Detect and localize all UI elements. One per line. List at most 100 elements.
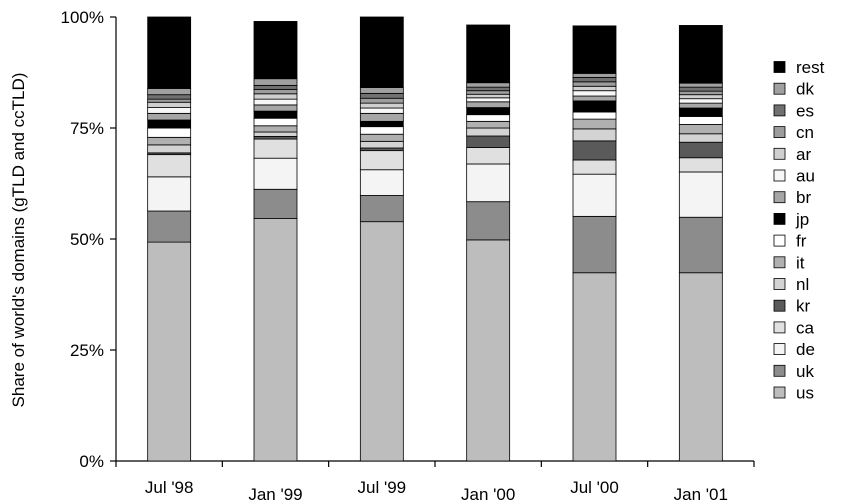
bar-segment-au: [466, 97, 511, 103]
bar-segment-au: [147, 107, 192, 114]
bar-segment-br: [572, 95, 617, 102]
legend-swatch: [773, 104, 786, 117]
legend-item: de: [773, 340, 815, 359]
bar-segment-jp: [253, 110, 298, 119]
bar-segment-kr: [466, 135, 511, 148]
bar-segment-nl: [253, 131, 298, 137]
bar-segment-br: [359, 112, 404, 122]
bar-segment-br: [466, 101, 511, 108]
bar-segment-kr: [678, 141, 723, 159]
legend-swatch: [773, 343, 786, 356]
bar-segment-nl: [359, 140, 404, 149]
bar-segment-ca: [572, 159, 617, 175]
legend-label: es: [796, 101, 814, 120]
bar-segment-rest: [359, 16, 404, 88]
bar-segment-us: [147, 241, 192, 462]
bar-segment-rest: [253, 21, 298, 80]
legend-item: kr: [773, 297, 811, 316]
legend-label: it: [796, 253, 805, 272]
legend-swatch: [773, 386, 786, 399]
bar-segment-uk: [253, 188, 298, 219]
y-axis: 0% 25% 50% 75% 100%: [61, 8, 117, 471]
legend-label: ca: [796, 318, 815, 337]
bar-segment-us: [572, 272, 617, 462]
bar-segment-rest: [466, 24, 511, 84]
x-axis: Jul '98 Jan '99 Jul '99 Jan '00 Jul '00 Jan '…: [115, 460, 755, 504]
x-tick-label: Jul '98: [145, 478, 194, 497]
bar-segment-cn: [572, 81, 617, 87]
legend: rest dk es cn ar au br jp fr it nl kr ca de uk us: [773, 58, 825, 403]
y-tick-label: 0%: [79, 452, 104, 471]
bar-segment-jp: [466, 107, 511, 116]
bar-segment-de: [359, 169, 404, 196]
bar-segment-fr: [678, 116, 723, 125]
bar-segment-us: [253, 218, 298, 462]
bar-segment-es: [359, 92, 404, 99]
bar-segment-uk: [572, 215, 617, 274]
bar-segment-uk: [147, 210, 192, 243]
legend-label: jp: [795, 210, 809, 229]
bar-segment-de: [466, 163, 511, 203]
legend-swatch: [773, 126, 786, 138]
bar-segment-dk: [572, 72, 617, 78]
bar-segment-ca: [678, 157, 723, 173]
bar-segment-au: [678, 98, 723, 104]
bar-segment-ar: [678, 94, 723, 100]
y-tick-label: 25%: [70, 341, 104, 360]
bar-segment-kr: [572, 140, 617, 161]
bar-segment-es: [147, 94, 192, 100]
legend-item: jp: [773, 210, 809, 229]
x-tick-label: Jan '99: [248, 485, 302, 504]
bar-segment-it: [359, 133, 404, 142]
bar-stack: [678, 25, 723, 462]
legend-item: ar: [773, 145, 811, 164]
legend-item: it: [773, 253, 805, 272]
legend-label: fr: [796, 232, 807, 251]
bar-segment-dk: [466, 82, 511, 88]
bar-segment-jp: [147, 119, 192, 129]
bar-stack: [572, 25, 617, 462]
bar-segment-au: [253, 98, 298, 106]
bar-segment-fr: [466, 114, 511, 122]
x-tick-label: Jul '00: [570, 478, 619, 497]
bar-segment-au: [572, 90, 617, 97]
bar-segment-it: [678, 124, 723, 135]
bar-segment-us: [466, 239, 511, 462]
x-tick-label: Jul '99: [358, 478, 407, 497]
bar-segment-de: [572, 173, 617, 217]
bar-segment-ar: [359, 102, 404, 109]
bar-segment-cn: [253, 88, 298, 95]
y-tick-label: 75%: [70, 119, 104, 138]
legend-item: au: [773, 167, 815, 186]
legend-item: br: [773, 188, 811, 207]
bar-segment-dk: [253, 78, 298, 86]
legend-swatch: [773, 364, 786, 377]
bar-segment-nl: [678, 133, 723, 143]
y-axis-title: Share of world's domains (gTLD and ccTLD…: [9, 73, 28, 408]
bar-segment-fr: [253, 117, 298, 127]
legend-item: dk: [773, 80, 814, 99]
x-tick-label: Jan '00: [461, 485, 515, 504]
bar-segment-br: [678, 102, 723, 109]
bar-segment-ca: [253, 138, 298, 159]
legend-swatch: [773, 299, 786, 312]
bar-stack: [253, 21, 298, 462]
bar-segment-dk: [678, 82, 723, 88]
bar-segment-cn: [678, 90, 723, 96]
y-tick-label: 100%: [61, 8, 104, 27]
legend-item: fr: [773, 232, 807, 251]
bar-segment-rest: [147, 16, 192, 89]
bar-segment-jp: [359, 120, 404, 128]
bar-segment-es: [253, 84, 298, 90]
bar-segment-nl: [466, 127, 511, 137]
legend-item: uk: [773, 362, 814, 381]
legend-swatch: [773, 212, 786, 225]
bar-segment-de: [253, 157, 298, 190]
bar-segment-br: [253, 104, 298, 112]
legend-item: cn: [773, 123, 814, 142]
legend-swatch: [773, 278, 786, 290]
legend-label: us: [796, 384, 814, 403]
bar-segment-ca: [359, 150, 404, 171]
bar-segment-ar: [253, 93, 298, 100]
bar-stack: [359, 16, 404, 462]
